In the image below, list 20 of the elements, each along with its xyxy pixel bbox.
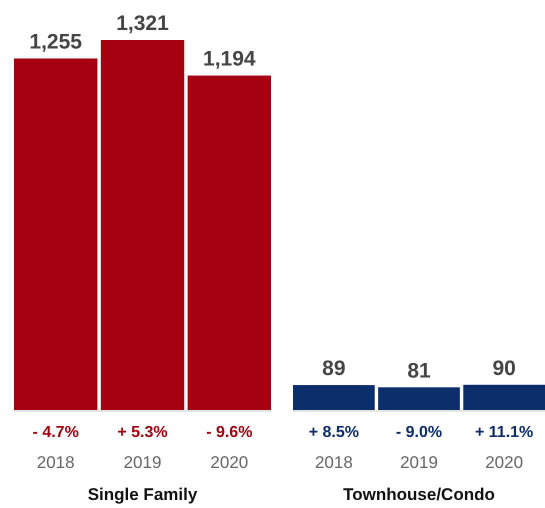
- text: + 5.3%: [117, 424, 168, 441]
- data-label: 81: [407, 359, 431, 382]
- data-label: 1,255: [29, 30, 82, 54]
- x-tick-label: 2018: [314, 453, 353, 472]
- x-tick-label: 2019: [400, 453, 438, 472]
- data-label: 89: [322, 357, 346, 380]
- text: - 9.0%: [396, 424, 442, 441]
- data-label: 1,321: [116, 12, 170, 35]
- text: + 8.5%: [308, 424, 359, 441]
- text: + 11.1%: [474, 424, 534, 441]
- data-label: 1,194: [203, 48, 256, 71]
- x-tick-label: 2019: [124, 453, 162, 472]
- x-axis-title: Single Family: [88, 485, 198, 504]
- x-axis-title: Townhouse/Condo: [343, 485, 495, 504]
- x-tick-label: 2020: [210, 453, 248, 472]
- text: - 9.6%: [206, 424, 252, 441]
- x-tick-label: 2020: [485, 453, 524, 472]
- data-label: 90: [492, 356, 516, 380]
- x-tick-label: 2018: [36, 453, 75, 472]
- text: - 4.7%: [32, 424, 79, 441]
